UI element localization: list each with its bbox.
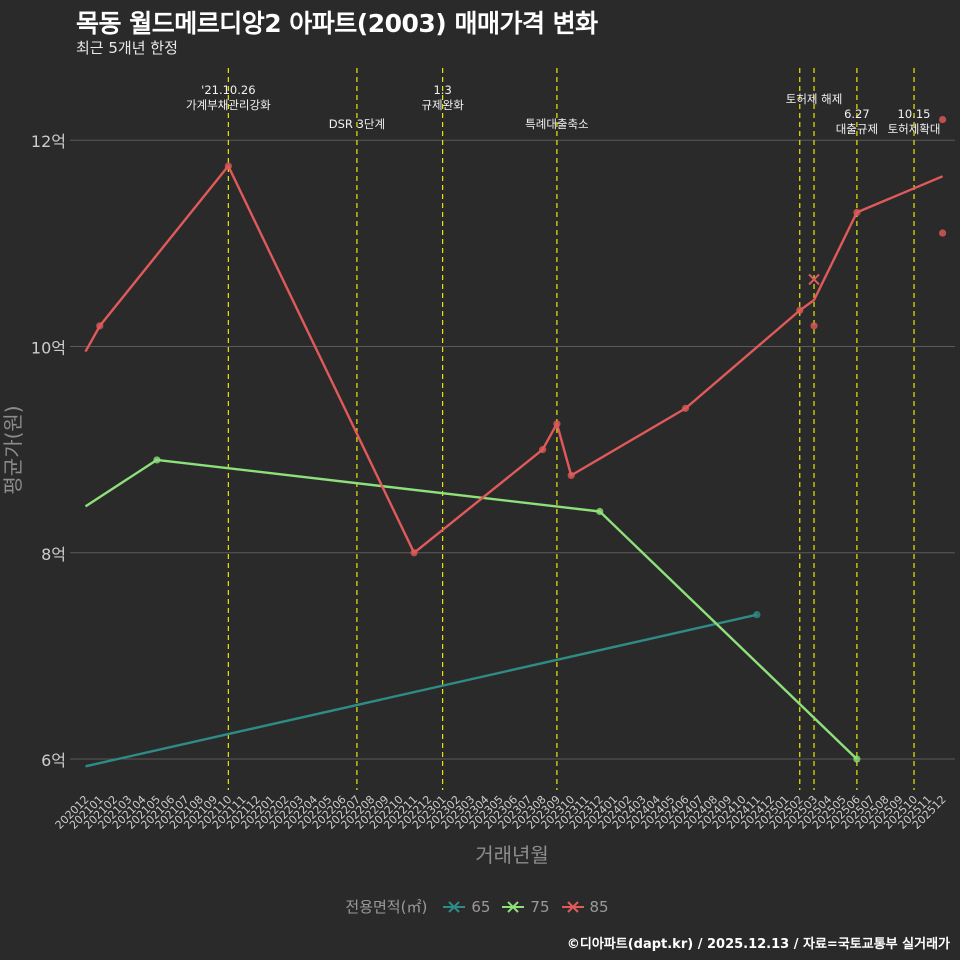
data-point-85 bbox=[853, 208, 861, 216]
y-tick-label: 8억 bbox=[41, 545, 66, 564]
event-label: 가계부채관리강화 bbox=[186, 98, 271, 112]
y-tick-label: 10억 bbox=[31, 338, 66, 357]
x-axis-ticks: 2020122021012021022021032021042021052021… bbox=[53, 793, 949, 832]
legend-key-65-icon bbox=[443, 900, 466, 913]
event-label: 토허제확대 bbox=[888, 122, 941, 136]
event-label: 10.15 bbox=[898, 107, 931, 121]
data-point-85 bbox=[810, 322, 818, 330]
legend-item-65: 65 bbox=[443, 898, 490, 916]
grid-lines bbox=[70, 139, 955, 760]
data-point-75 bbox=[153, 456, 161, 464]
data-point-85 bbox=[681, 404, 690, 412]
series-line-75 bbox=[84, 458, 858, 760]
y-tick-label: 12억 bbox=[31, 132, 66, 151]
legend-label-85: 85 bbox=[589, 897, 609, 916]
source-caption: ©디아파트(dapt.kr) / 2025.12.13 / 자료=국토교통부 실… bbox=[566, 937, 950, 952]
data-point-85 bbox=[939, 115, 947, 124]
chart-subtitle: 최근 5개년 한정 bbox=[76, 39, 178, 57]
data-point-85 bbox=[567, 471, 575, 480]
series-line-65 bbox=[85, 613, 758, 768]
data-point-85 bbox=[96, 322, 104, 330]
series-line-85 bbox=[84, 164, 944, 554]
legend-key-85-icon bbox=[561, 900, 584, 913]
data-point-85 bbox=[410, 549, 418, 557]
data-points bbox=[96, 115, 947, 763]
data-point-75 bbox=[596, 507, 604, 516]
data-point-85 bbox=[939, 229, 947, 237]
event-label: '21.10.26 bbox=[201, 83, 255, 97]
legend-label-65: 65 bbox=[471, 897, 491, 916]
legend: 전용면적(㎡) 65 75 85 bbox=[0, 896, 960, 917]
data-point-85 bbox=[553, 420, 561, 428]
data-point-85 bbox=[224, 162, 232, 170]
event-label: 1.3 bbox=[433, 83, 451, 97]
data-point-75 bbox=[853, 755, 861, 763]
legend-title: 전용면적(㎡) bbox=[345, 898, 428, 916]
event-label: 특례대출축소 bbox=[525, 117, 588, 131]
event-label: 규제완화 bbox=[421, 98, 464, 112]
event-label: 대출규제 bbox=[836, 122, 878, 136]
event-label: 6.27 bbox=[844, 107, 870, 121]
event-label: DSR 3단계 bbox=[329, 117, 385, 131]
y-tick-label: 6억 bbox=[41, 751, 66, 770]
chart-title: 목동 월드메르디앙2 아파트(2003) 매매가격 변화 bbox=[76, 9, 598, 38]
legend-key-75-icon bbox=[502, 900, 525, 913]
series-lines bbox=[84, 164, 944, 768]
data-point-85 bbox=[796, 306, 804, 314]
data-point-85 bbox=[539, 446, 547, 454]
y-axis-title: 평균가(원) bbox=[1, 405, 25, 494]
data-point-65 bbox=[753, 611, 761, 619]
legend-item-75: 75 bbox=[502, 897, 550, 916]
cross-stroke bbox=[808, 273, 820, 286]
y-axis-ticks: 6억 8억 10억 12억 bbox=[31, 132, 66, 770]
event-label: 토허제 해제 bbox=[786, 92, 843, 106]
legend-label-75: 75 bbox=[530, 897, 550, 916]
cross-marker-85 bbox=[808, 273, 820, 286]
x-axis-title: 거래년월 bbox=[475, 843, 549, 867]
legend-item-85: 85 bbox=[561, 897, 609, 916]
